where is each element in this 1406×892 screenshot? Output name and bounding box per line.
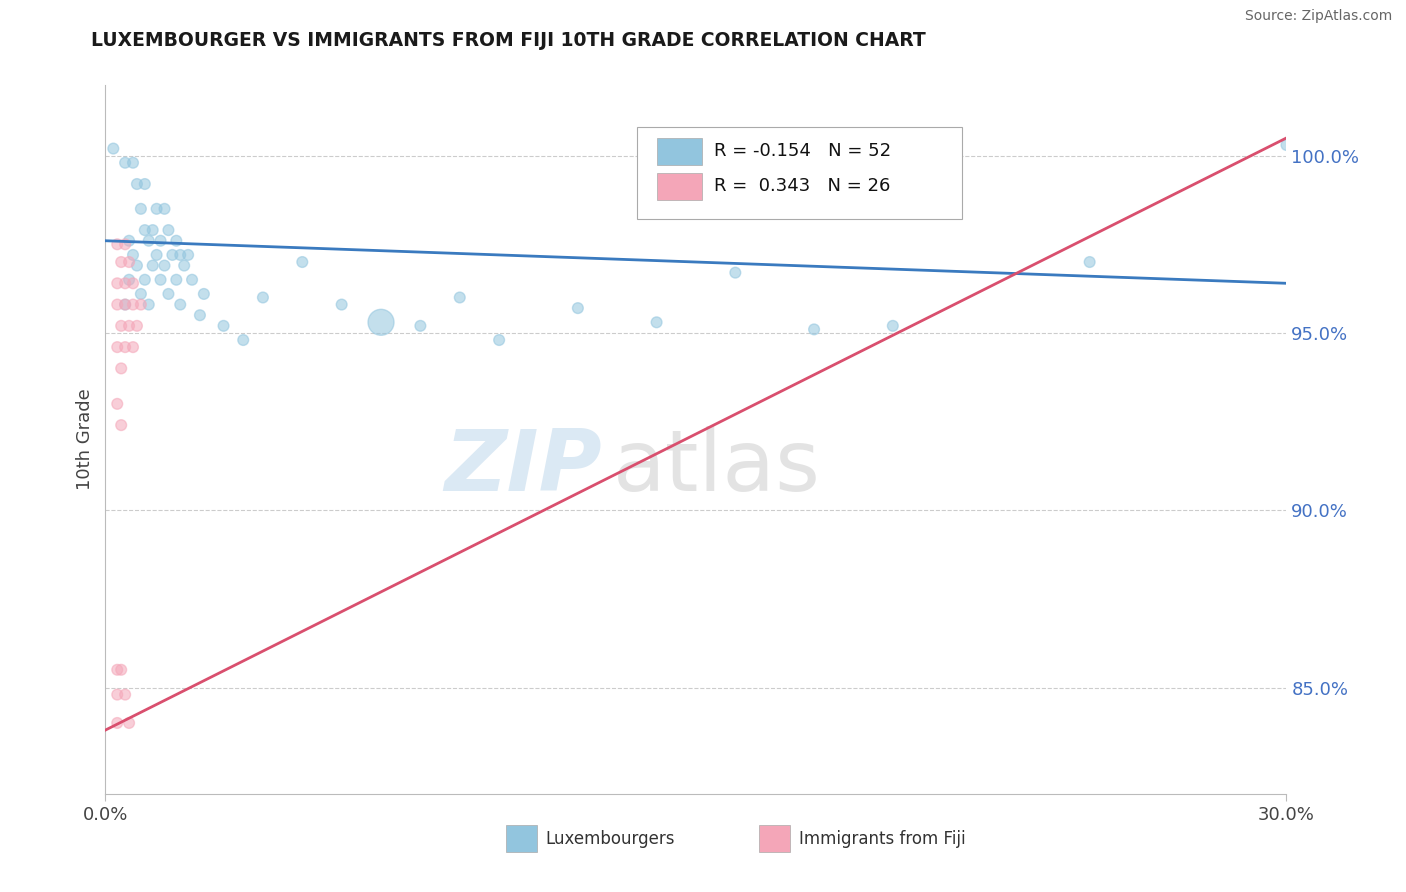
Point bbox=[129, 287, 152, 301]
Point bbox=[103, 142, 125, 156]
Point bbox=[114, 277, 136, 291]
Point bbox=[409, 318, 432, 333]
Point bbox=[134, 223, 156, 237]
Point bbox=[129, 202, 152, 216]
Point bbox=[110, 663, 132, 677]
Point bbox=[142, 259, 165, 273]
Point bbox=[118, 273, 141, 287]
Text: ZIP: ZIP bbox=[444, 426, 602, 509]
Point bbox=[370, 315, 392, 329]
Point bbox=[645, 315, 668, 329]
Point bbox=[114, 155, 136, 169]
Point bbox=[110, 255, 132, 269]
Point bbox=[149, 273, 172, 287]
Text: Immigrants from Fiji: Immigrants from Fiji bbox=[799, 830, 966, 848]
Point bbox=[212, 318, 235, 333]
Point bbox=[122, 340, 145, 354]
Point bbox=[110, 418, 132, 433]
Point bbox=[134, 273, 156, 287]
Point bbox=[118, 715, 141, 730]
Point bbox=[134, 177, 156, 191]
Point bbox=[488, 333, 510, 347]
Point bbox=[145, 202, 167, 216]
Point bbox=[724, 266, 747, 280]
Point bbox=[882, 318, 904, 333]
Point bbox=[169, 248, 191, 262]
Point bbox=[252, 291, 274, 305]
Point bbox=[165, 234, 187, 248]
Point bbox=[110, 361, 132, 376]
Point bbox=[125, 177, 148, 191]
Point bbox=[122, 155, 145, 169]
Point bbox=[291, 255, 314, 269]
Text: R = -0.154   N = 52: R = -0.154 N = 52 bbox=[714, 142, 891, 160]
Point bbox=[105, 715, 128, 730]
Point bbox=[803, 322, 825, 336]
Point bbox=[165, 273, 187, 287]
Point bbox=[169, 297, 191, 311]
Point bbox=[188, 308, 211, 322]
Text: atlas: atlas bbox=[613, 426, 821, 509]
Point bbox=[118, 255, 141, 269]
Point bbox=[114, 297, 136, 311]
Point bbox=[122, 297, 145, 311]
Point bbox=[122, 277, 145, 291]
Point bbox=[330, 297, 353, 311]
Point bbox=[125, 259, 148, 273]
Point bbox=[118, 234, 141, 248]
Point bbox=[138, 297, 160, 311]
Point bbox=[177, 248, 200, 262]
Bar bbox=[657, 138, 702, 165]
Point bbox=[114, 237, 136, 252]
Text: Source: ZipAtlas.com: Source: ZipAtlas.com bbox=[1244, 9, 1392, 23]
Point bbox=[162, 248, 184, 262]
Point bbox=[153, 259, 176, 273]
Point bbox=[105, 237, 128, 252]
Point bbox=[125, 318, 148, 333]
Point bbox=[449, 291, 471, 305]
Point bbox=[232, 333, 254, 347]
Point bbox=[173, 259, 195, 273]
Point bbox=[157, 223, 180, 237]
Bar bbox=[657, 173, 702, 201]
Point bbox=[129, 297, 152, 311]
FancyBboxPatch shape bbox=[637, 128, 962, 219]
Point bbox=[105, 688, 128, 702]
Point bbox=[110, 318, 132, 333]
Point bbox=[105, 397, 128, 411]
Point bbox=[567, 301, 589, 315]
Point bbox=[114, 340, 136, 354]
Point bbox=[149, 234, 172, 248]
Point bbox=[153, 202, 176, 216]
Y-axis label: 10th Grade: 10th Grade bbox=[76, 388, 94, 491]
Point bbox=[122, 248, 145, 262]
Point bbox=[1078, 255, 1101, 269]
Point bbox=[105, 340, 128, 354]
Point bbox=[114, 297, 136, 311]
Point bbox=[193, 287, 215, 301]
Point bbox=[181, 273, 204, 287]
Point bbox=[157, 287, 180, 301]
Point bbox=[105, 277, 128, 291]
Point bbox=[1275, 138, 1298, 153]
Point bbox=[142, 223, 165, 237]
Point bbox=[105, 297, 128, 311]
Text: LUXEMBOURGER VS IMMIGRANTS FROM FIJI 10TH GRADE CORRELATION CHART: LUXEMBOURGER VS IMMIGRANTS FROM FIJI 10T… bbox=[91, 31, 927, 50]
Point bbox=[114, 688, 136, 702]
Text: R =  0.343   N = 26: R = 0.343 N = 26 bbox=[714, 178, 890, 195]
Point bbox=[118, 318, 141, 333]
Text: Luxembourgers: Luxembourgers bbox=[546, 830, 675, 848]
Point bbox=[145, 248, 167, 262]
Point bbox=[105, 663, 128, 677]
Point bbox=[138, 234, 160, 248]
